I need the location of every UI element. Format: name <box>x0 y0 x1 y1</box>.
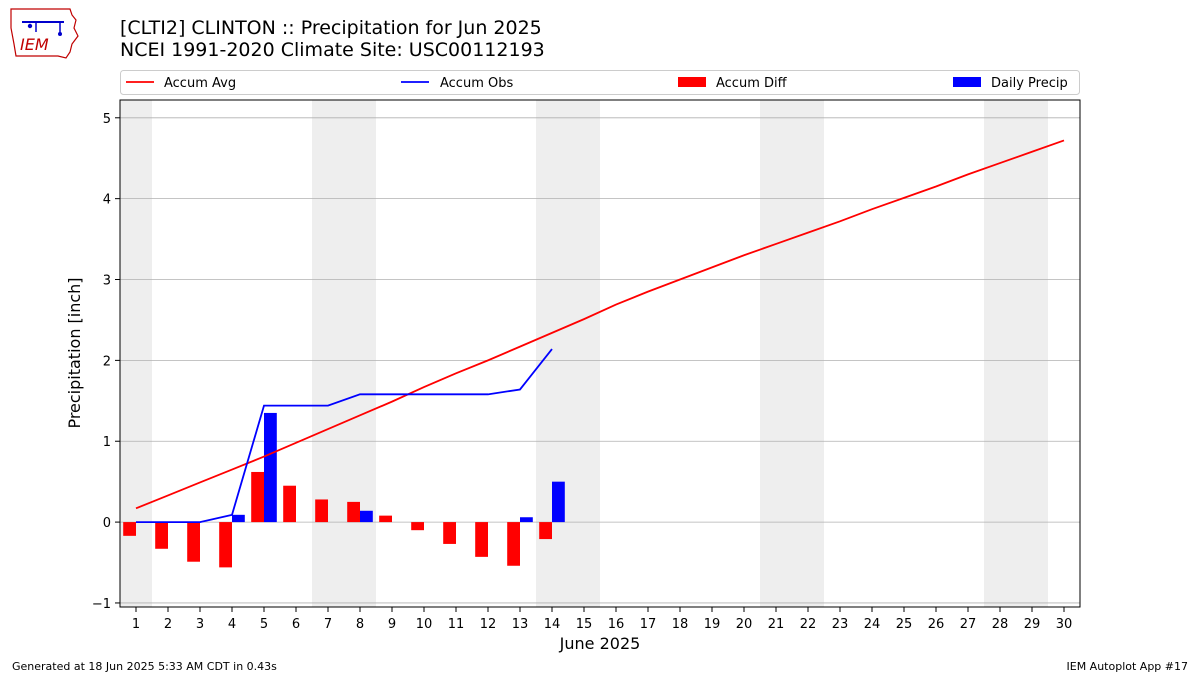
legend-label: Accum Avg <box>164 76 236 91</box>
y-axis-label: Precipitation [inch] <box>65 277 84 428</box>
y-tick-label: −1 <box>92 597 111 612</box>
x-tick-label: 9 <box>388 617 396 632</box>
x-tick-label: 8 <box>356 617 364 632</box>
accum-avg-line <box>135 139 1065 510</box>
x-tick-label: 14 <box>544 617 561 632</box>
x-tick-label: 7 <box>324 617 332 632</box>
x-tick-label: 4 <box>228 617 236 632</box>
legend-label: Daily Precip <box>991 76 1068 91</box>
plot-frame <box>119 99 1081 608</box>
y-tick-label: 0 <box>103 516 111 531</box>
x-tick-label: 10 <box>416 617 433 632</box>
x-tick-label: 20 <box>736 617 753 632</box>
x-tick-label: 23 <box>832 617 849 632</box>
legend-swatch <box>953 77 981 87</box>
weekend-band <box>312 100 376 607</box>
x-tick-label: 5 <box>260 617 268 632</box>
x-tick-label: 19 <box>704 617 721 632</box>
accum-obs-line <box>136 348 553 523</box>
x-tick-label: 2 <box>164 617 172 632</box>
x-tick-label: 18 <box>672 617 689 632</box>
legend-swatch <box>678 77 706 87</box>
x-tick-label: 16 <box>608 617 625 632</box>
chart-title: [CLTI2] CLINTON :: Precipitation for Jun… <box>120 17 542 39</box>
accum-diff-bar <box>443 522 456 544</box>
accum-diff-bar <box>539 522 552 540</box>
accum-diff-bar <box>507 522 520 566</box>
accum-diff-bar <box>411 522 424 531</box>
x-tick-label: 24 <box>864 617 881 632</box>
chart-subtitle: NCEI 1991-2020 Climate Site: USC00112193 <box>120 39 545 61</box>
x-tick-label: 28 <box>992 617 1009 632</box>
lines <box>135 139 1065 523</box>
y-tick-label: 3 <box>103 274 111 289</box>
x-tick-label: 13 <box>512 617 529 632</box>
accum-diff-bar <box>187 522 200 562</box>
logo-text: IEM <box>20 35 49 54</box>
x-tick-label: 29 <box>1024 617 1041 632</box>
y-tick-label: 5 <box>103 112 111 127</box>
weekend-band <box>760 100 824 607</box>
weekend-shading <box>120 100 1048 607</box>
x-tick-label: 3 <box>196 617 204 632</box>
gridlines <box>120 117 1080 604</box>
y-tick-label: 2 <box>103 354 111 369</box>
x-tick-label: 21 <box>768 617 785 632</box>
x-tick-label: 6 <box>292 617 300 632</box>
x-axis-label: June 2025 <box>559 634 641 653</box>
legend: Accum Avg Accum Obs Accum Diff Daily Precip <box>120 70 1080 95</box>
x-tick-label: 17 <box>640 617 657 632</box>
y-tick-label: 4 <box>103 193 111 208</box>
x-tick-label: 27 <box>960 617 977 632</box>
x-tick-label: 1 <box>132 617 140 632</box>
x-tick-label: 11 <box>448 617 465 632</box>
daily-precip-bar <box>264 412 277 523</box>
x-tick-label: 15 <box>576 617 593 632</box>
legend-label: Accum Obs <box>440 76 513 91</box>
accum-diff-bar <box>379 515 392 523</box>
daily-precip-bar <box>552 481 565 523</box>
x-tick-label: 22 <box>800 617 817 632</box>
legend-box <box>120 70 1080 95</box>
accum-diff-bar <box>219 522 232 568</box>
bars <box>123 412 565 568</box>
accum-diff-bar <box>155 522 168 549</box>
accum-diff-bar <box>123 522 136 536</box>
x-tick-label: 25 <box>896 617 913 632</box>
weekend-band <box>984 100 1048 607</box>
iem-logo: IEM <box>10 8 79 59</box>
accum-diff-bar <box>347 501 360 523</box>
daily-precip-bar <box>232 514 245 523</box>
daily-precip-bar <box>520 517 533 523</box>
accum-diff-bar <box>251 471 264 523</box>
x-tick-label: 26 <box>928 617 945 632</box>
accum-diff-bar <box>475 522 488 557</box>
accum-diff-bar <box>283 485 296 523</box>
daily-precip-bar <box>360 510 373 523</box>
x-tick-label: 30 <box>1056 617 1073 632</box>
accum-diff-bar <box>315 499 328 523</box>
footer-generated: Generated at 18 Jun 2025 5:33 AM CDT in … <box>12 660 277 673</box>
legend-label: Accum Diff <box>716 76 788 91</box>
x-tick-label: 12 <box>480 617 497 632</box>
y-tick-label: 1 <box>103 435 111 450</box>
footer-app: IEM Autoplot App #17 <box>1066 660 1189 673</box>
